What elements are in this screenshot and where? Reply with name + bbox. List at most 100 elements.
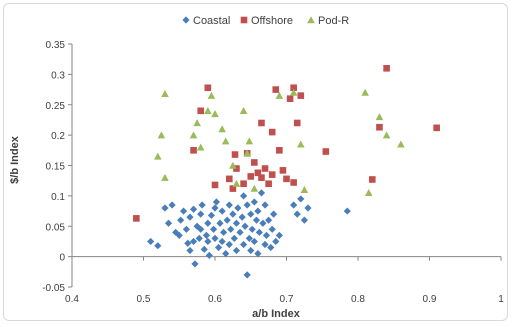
data-point-pod-r <box>364 189 373 197</box>
legend-label: Pod-R <box>318 15 349 27</box>
data-point-pod-r <box>211 110 219 118</box>
legend-label: Offshore <box>251 15 293 27</box>
data-point-coastal <box>212 198 221 206</box>
x-axis-label: a/b Index <box>252 308 301 320</box>
data-point-coastal <box>275 231 283 239</box>
data-point-pod-r <box>232 179 241 187</box>
data-point-coastal <box>250 237 258 246</box>
data-point-pod-r <box>193 119 201 127</box>
legend: Coastal Offshore Pod-R <box>182 15 349 27</box>
data-point-coastal <box>218 237 226 246</box>
data-point-coastal <box>257 189 266 197</box>
y-tick-label: 0.1 <box>51 192 65 203</box>
data-point-pod-r <box>204 107 212 115</box>
data-point-coastal <box>232 219 241 227</box>
y-tick-label: 0.25 <box>46 101 66 112</box>
data-point-coastal <box>211 204 219 212</box>
data-point-coastal <box>247 246 255 255</box>
data-point-pod-r <box>218 125 226 133</box>
data-point-offshore <box>231 151 239 158</box>
data-point-coastal <box>195 234 203 242</box>
data-point-offshore <box>133 215 140 222</box>
x-tick-label: 0.7 <box>280 294 294 305</box>
data-point-offshore <box>279 167 287 174</box>
data-point-coastal <box>202 231 211 239</box>
data-point-pod-r <box>161 173 169 181</box>
data-point-offshore <box>265 180 272 188</box>
data-point-offshore <box>283 175 290 183</box>
data-point-coastal <box>227 225 235 233</box>
data-point-pod-r <box>189 131 198 139</box>
y-tick-label: 0.3 <box>51 70 65 81</box>
data-point-offshore <box>261 165 269 172</box>
data-point-coastal <box>211 234 219 242</box>
data-point-pod-r <box>361 88 369 96</box>
data-point-offshore <box>268 128 276 136</box>
data-point-coastal <box>205 251 213 260</box>
data-point-coastal <box>304 204 312 212</box>
data-point-pod-r <box>375 113 384 121</box>
data-point-coastal <box>272 237 280 246</box>
y-axis-ticks: -0.05 0 0.05 0.1 0.15 0.2 0.25 0.3 0.35 <box>42 40 72 294</box>
data-point-coastal <box>300 216 308 224</box>
data-points <box>133 65 440 279</box>
data-point-coastal <box>254 249 262 258</box>
data-point-coastal <box>154 242 162 250</box>
data-point-coastal <box>290 201 298 209</box>
legend-marker-pod-r <box>307 16 315 24</box>
data-point-offshore <box>229 185 237 192</box>
data-point-coastal <box>234 204 242 212</box>
data-point-offshore <box>258 119 265 127</box>
data-point-coastal <box>240 240 248 249</box>
data-point-coastal <box>270 210 278 218</box>
data-point-coastal <box>250 198 258 206</box>
data-point-coastal <box>255 228 263 236</box>
data-point-offshore <box>226 175 233 183</box>
x-tick-label: 0.8 <box>351 294 365 305</box>
data-point-pod-r <box>221 137 230 145</box>
data-point-coastal <box>204 237 212 246</box>
data-point-coastal <box>248 225 256 233</box>
legend-marker-coastal <box>182 16 190 24</box>
data-point-offshore <box>286 95 294 102</box>
data-point-coastal <box>223 216 231 224</box>
data-point-coastal <box>243 271 251 279</box>
data-point-coastal <box>182 225 190 233</box>
data-point-offshore <box>290 179 297 186</box>
data-point-pod-r <box>239 107 248 115</box>
data-point-pod-r <box>207 91 216 99</box>
data-point-pod-r <box>245 137 254 145</box>
data-point-coastal <box>267 243 275 252</box>
data-point-coastal <box>252 216 261 224</box>
data-point-coastal <box>161 204 169 212</box>
data-point-offshore <box>268 171 276 178</box>
y-tick-label: 0.05 <box>46 222 66 233</box>
scatter-chart: Coastal Offshore Pod-R -0.05 0 0.05 0.1 0.15 0.… <box>9 15 504 320</box>
data-point-coastal <box>236 228 244 236</box>
data-point-coastal <box>243 201 251 209</box>
data-point-coastal <box>245 234 253 242</box>
data-point-offshore <box>247 173 255 180</box>
data-point-coastal <box>293 210 301 218</box>
data-point-coastal <box>189 205 198 213</box>
data-point-coastal <box>184 239 192 247</box>
data-point-offshore <box>369 176 376 183</box>
data-point-coastal <box>197 225 205 233</box>
data-point-coastal <box>343 207 351 215</box>
data-point-offshore <box>297 92 305 99</box>
data-point-coastal <box>179 207 188 215</box>
data-point-pod-r <box>382 131 391 139</box>
data-point-offshore <box>276 147 283 154</box>
data-point-offshore <box>204 84 212 92</box>
x-tick-label: 1 <box>498 294 504 305</box>
y-tick-label: 0.35 <box>46 40 66 51</box>
data-point-offshore <box>376 123 383 131</box>
y-tick-label: 0 <box>59 253 65 264</box>
data-point-offshore <box>258 174 265 181</box>
data-point-coastal <box>261 201 269 209</box>
data-point-offshore <box>272 86 280 93</box>
data-point-pod-r <box>154 152 162 160</box>
data-point-offshore <box>240 180 247 188</box>
data-point-offshore <box>433 124 440 132</box>
data-point-coastal <box>265 216 273 224</box>
